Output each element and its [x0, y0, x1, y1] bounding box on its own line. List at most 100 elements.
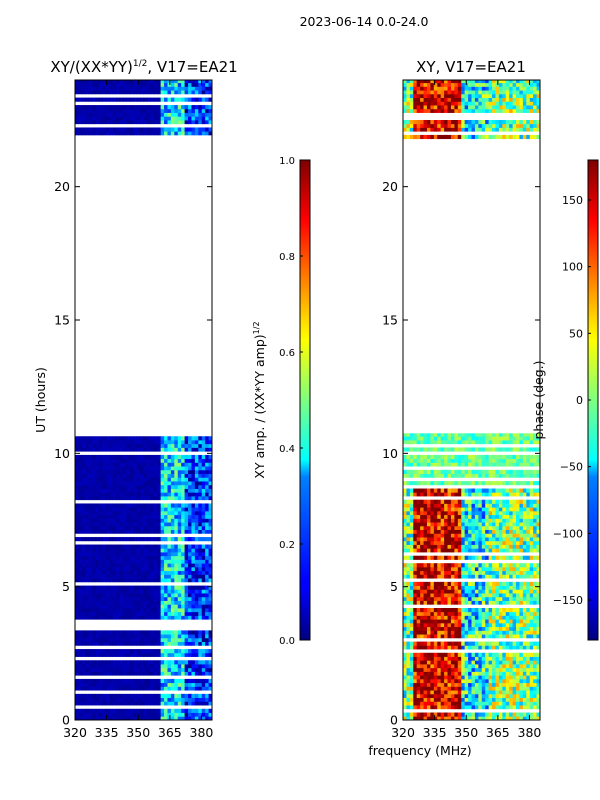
- heatmap-cell: [181, 469, 186, 474]
- heatmap-cell: [188, 436, 193, 441]
- heatmap-cell: [116, 585, 121, 590]
- heatmap-cell: [529, 533, 534, 538]
- heatmap-cell: [112, 559, 117, 564]
- heatmap-cell: [150, 458, 155, 463]
- heatmap-cell: [116, 566, 121, 572]
- heatmap-cell: [150, 671, 155, 676]
- heatmap-cell: [536, 537, 540, 542]
- heatmap-cell: [502, 600, 507, 605]
- heatmap-cell: [509, 622, 514, 628]
- heatmap-cell: [109, 615, 114, 620]
- heatmap-cell: [194, 82, 199, 87]
- heatmap-cell: [153, 682, 158, 687]
- heatmap-cell: [143, 611, 148, 616]
- heatmap-cell: [188, 641, 193, 646]
- heatmap-cell: [78, 593, 83, 598]
- heatmap-cell: [205, 525, 210, 530]
- heatmap-cell: [167, 537, 172, 542]
- heatmap-cell: [164, 701, 169, 706]
- heatmap-cell: [433, 690, 438, 695]
- heatmap-cell: [146, 608, 151, 613]
- heatmap-cell: [116, 484, 121, 489]
- heatmap-cell: [420, 596, 425, 601]
- heatmap-cell: [437, 514, 442, 519]
- heatmap-cell: [440, 570, 445, 575]
- heatmap-cell: [140, 630, 145, 635]
- heatmap-cell: [495, 652, 500, 657]
- heatmap-cell: [122, 660, 127, 665]
- heatmap-cell: [188, 90, 193, 95]
- heatmap-cell: [461, 671, 466, 676]
- heatmap-cell: [495, 514, 500, 519]
- heatmap-cell: [426, 690, 431, 695]
- heatmap-cell: [129, 484, 134, 489]
- heatmap-cell: [181, 514, 186, 519]
- heatmap-cell: [78, 697, 83, 702]
- heatmap-cell: [92, 120, 97, 125]
- heatmap-cell: [98, 649, 103, 654]
- heatmap-cell: [157, 712, 162, 717]
- heatmap-cell: [198, 90, 203, 95]
- heatmap-cell: [406, 563, 411, 568]
- heatmap-cell: [409, 716, 414, 720]
- heatmap-cell: [413, 622, 418, 628]
- heatmap-cell: [201, 86, 206, 91]
- heatmap-cell: [92, 492, 97, 497]
- heatmap-cell: [116, 116, 121, 121]
- heatmap-cell: [85, 608, 90, 613]
- heatmap-cell: [167, 120, 172, 125]
- heatmap-cell: [488, 693, 493, 698]
- heatmap-cell: [488, 529, 493, 534]
- heatmap-cell: [92, 555, 97, 560]
- heatmap-cell: [181, 522, 186, 527]
- heatmap-cell: [450, 522, 455, 527]
- heatmap-cell: [208, 443, 212, 448]
- heatmap-cell: [105, 566, 110, 572]
- heatmap-cell: [88, 611, 93, 616]
- heatmap-cell: [512, 589, 517, 594]
- heatmap-cell: [502, 693, 507, 698]
- heatmap-cell: [85, 436, 90, 441]
- heatmap-cell: [170, 507, 175, 512]
- heatmap-cell: [133, 708, 138, 713]
- heatmap-cell: [174, 120, 179, 125]
- heatmap-cell: [160, 477, 165, 482]
- heatmap-cell: [191, 701, 196, 706]
- heatmap-cell: [420, 667, 425, 672]
- heatmap-cell: [447, 664, 452, 669]
- heatmap-cell: [88, 131, 93, 136]
- heatmap-cell: [116, 90, 121, 95]
- heatmap-cell: [157, 462, 162, 467]
- heatmap-cell: [447, 641, 452, 646]
- heatmap-cell: [181, 462, 186, 467]
- heatmap-cell: [167, 116, 172, 121]
- heatmap-cell: [447, 529, 452, 534]
- heatmap-cell: [160, 436, 165, 441]
- heatmap-cell: [188, 466, 193, 471]
- heatmap-cell: [129, 90, 134, 95]
- heatmap-cell: [146, 440, 151, 445]
- heatmap-cell: [160, 604, 165, 609]
- heatmap-cell: [126, 458, 131, 463]
- heatmap-cell: [409, 693, 414, 698]
- heatmap-cell: [444, 660, 449, 665]
- heatmap-cell: [177, 440, 182, 445]
- heatmap-cell: [409, 596, 414, 601]
- heatmap-cell: [474, 671, 479, 676]
- heatmap-cell: [181, 529, 186, 534]
- heatmap-cell: [146, 82, 151, 87]
- heatmap-cell: [488, 585, 493, 590]
- heatmap-cell: [88, 708, 93, 713]
- heatmap-cell: [116, 555, 121, 560]
- heatmap-cell: [191, 678, 196, 684]
- heatmap-cell: [403, 626, 408, 631]
- heatmap-cell: [105, 510, 110, 516]
- heatmap-cell: [454, 540, 459, 545]
- heatmap-cell: [85, 116, 90, 121]
- heatmap-cell: [191, 649, 196, 654]
- heatmap-cell: [403, 693, 408, 698]
- heatmap-cell: [464, 525, 469, 530]
- heatmap-cell: [105, 116, 110, 121]
- heatmap-cell: [150, 637, 155, 642]
- heatmap-cell: [109, 108, 114, 113]
